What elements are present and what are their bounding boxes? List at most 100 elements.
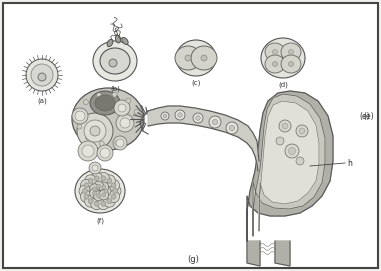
Circle shape [100,148,110,158]
Circle shape [99,141,104,146]
Circle shape [212,119,218,125]
Text: (d): (d) [278,82,288,89]
Ellipse shape [90,91,120,115]
Polygon shape [259,101,319,231]
Circle shape [88,199,93,204]
Circle shape [75,111,85,121]
Text: (g): (g) [187,255,199,264]
Circle shape [101,201,106,206]
Circle shape [134,109,139,114]
Circle shape [279,120,291,132]
Circle shape [97,194,101,198]
Circle shape [97,198,109,210]
Circle shape [93,187,97,191]
Polygon shape [148,106,259,171]
Circle shape [94,181,104,191]
Ellipse shape [265,43,285,61]
Circle shape [91,172,102,184]
Circle shape [209,116,221,128]
Circle shape [107,178,112,183]
Circle shape [288,147,296,154]
Circle shape [111,183,116,188]
Text: (b): (b) [110,85,120,92]
Circle shape [97,145,113,161]
Circle shape [104,189,108,193]
Circle shape [94,191,104,201]
Circle shape [102,193,106,197]
Circle shape [178,113,182,117]
Circle shape [107,199,112,204]
Circle shape [299,128,305,134]
Ellipse shape [95,95,115,111]
Circle shape [226,122,238,134]
Circle shape [78,141,98,161]
Circle shape [99,182,109,192]
Circle shape [296,125,308,137]
Ellipse shape [261,38,305,78]
Polygon shape [247,241,260,266]
Circle shape [272,50,277,54]
Circle shape [185,55,191,61]
Circle shape [92,165,98,171]
Ellipse shape [122,38,128,44]
Circle shape [163,114,167,118]
Circle shape [288,62,293,66]
Circle shape [175,110,185,120]
Circle shape [112,92,117,97]
Circle shape [38,73,46,81]
Circle shape [103,175,115,187]
Polygon shape [275,241,290,266]
Ellipse shape [115,35,120,43]
Circle shape [97,184,101,188]
Circle shape [296,157,304,165]
Circle shape [229,125,235,131]
Text: (e): (e) [359,111,370,121]
Circle shape [76,111,81,116]
Circle shape [102,185,106,189]
Circle shape [77,113,113,149]
Circle shape [84,194,89,199]
Circle shape [120,118,130,128]
Circle shape [80,191,93,203]
Circle shape [82,145,94,157]
Circle shape [109,185,121,197]
Polygon shape [247,91,333,241]
Ellipse shape [265,55,285,73]
Circle shape [288,50,293,54]
Circle shape [90,188,99,198]
Circle shape [72,108,88,124]
Ellipse shape [176,40,216,76]
Circle shape [272,62,277,66]
Circle shape [113,136,127,150]
Circle shape [90,184,99,194]
Circle shape [111,194,116,199]
Circle shape [285,144,299,158]
Circle shape [282,123,288,129]
Circle shape [31,64,53,86]
Circle shape [107,191,120,203]
Circle shape [84,183,89,188]
Circle shape [101,186,111,196]
Circle shape [93,191,97,195]
Text: (c): (c) [191,80,201,86]
Circle shape [77,124,82,129]
Circle shape [107,179,120,191]
Circle shape [193,113,203,123]
Circle shape [79,185,91,197]
Circle shape [126,98,131,103]
Circle shape [94,201,99,206]
Text: (a): (a) [37,97,47,104]
Circle shape [115,140,120,145]
Ellipse shape [107,39,113,47]
Circle shape [85,135,90,140]
Text: h: h [347,159,352,167]
Ellipse shape [175,46,201,70]
Circle shape [84,120,106,142]
Circle shape [83,189,88,193]
Circle shape [96,93,101,98]
Circle shape [101,176,106,181]
Circle shape [118,104,126,112]
Circle shape [83,100,88,105]
Circle shape [80,179,93,191]
Circle shape [196,116,200,120]
